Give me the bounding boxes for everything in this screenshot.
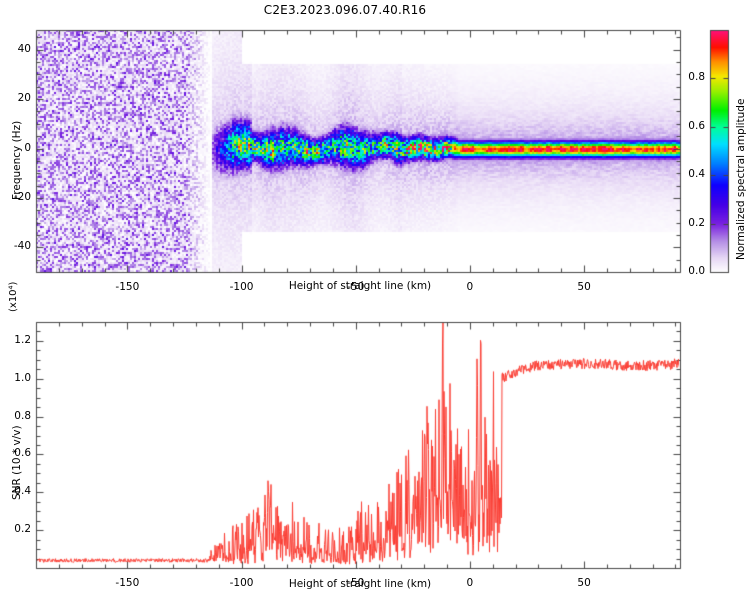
snr-y-multiplier-label: (x10⁴) (8, 281, 19, 312)
spectrogram-xtick-2: -50 (347, 281, 365, 293)
spectrogram-y-axis-label: Frequency (Hz) (11, 120, 23, 200)
snr-plot (0, 300, 750, 600)
snr-xtick-2: -50 (347, 577, 365, 589)
snr-ytick-4: 1.0 (14, 371, 31, 384)
spectrogram-x-axis-label: Height of straight line (km) (288, 280, 432, 292)
snr-x-axis-label: Height of straight line (km) (288, 578, 432, 590)
colorbar-tick-2: 0.4 (688, 168, 705, 181)
spectrogram-ytick-1: -20 (13, 190, 31, 203)
snr-ytick-3: 0.8 (14, 409, 31, 422)
snr-ytick-5: 1.2 (14, 333, 31, 346)
snr-xtick-1: -100 (229, 577, 254, 589)
snr-ytick-2: 0.6 (14, 447, 31, 460)
spectrogram-ytick-3: 20 (17, 92, 31, 105)
spectrogram-xtick-3: 0 (466, 281, 474, 293)
snr-xtick-3: 0 (466, 577, 474, 589)
spectrogram-ytick-2: 0 (24, 141, 31, 154)
spectrogram-ytick-4: 40 (17, 42, 31, 55)
colorbar-tick-3: 0.6 (688, 119, 705, 132)
snr-ytick-0: 0.2 (14, 523, 31, 536)
snr-xtick-0: -150 (115, 577, 140, 589)
snr-ytick-1: 0.4 (14, 485, 31, 498)
spectrogram-xtick-1: -100 (229, 281, 254, 293)
colorbar (700, 0, 740, 300)
snr-xtick-4: 50 (577, 577, 591, 589)
colorbar-tick-4: 0.8 (688, 71, 705, 84)
spectrogram-ytick-0: -40 (13, 240, 31, 253)
colorbar-label: Normalized spectral amplitude (735, 98, 747, 260)
spectrogram-xtick-4: 50 (577, 281, 591, 293)
colorbar-tick-1: 0.2 (688, 216, 705, 229)
spectrogram-plot (0, 0, 750, 300)
colorbar-tick-0: 0.0 (688, 265, 705, 277)
spectrogram-xtick-0: -150 (115, 281, 140, 293)
